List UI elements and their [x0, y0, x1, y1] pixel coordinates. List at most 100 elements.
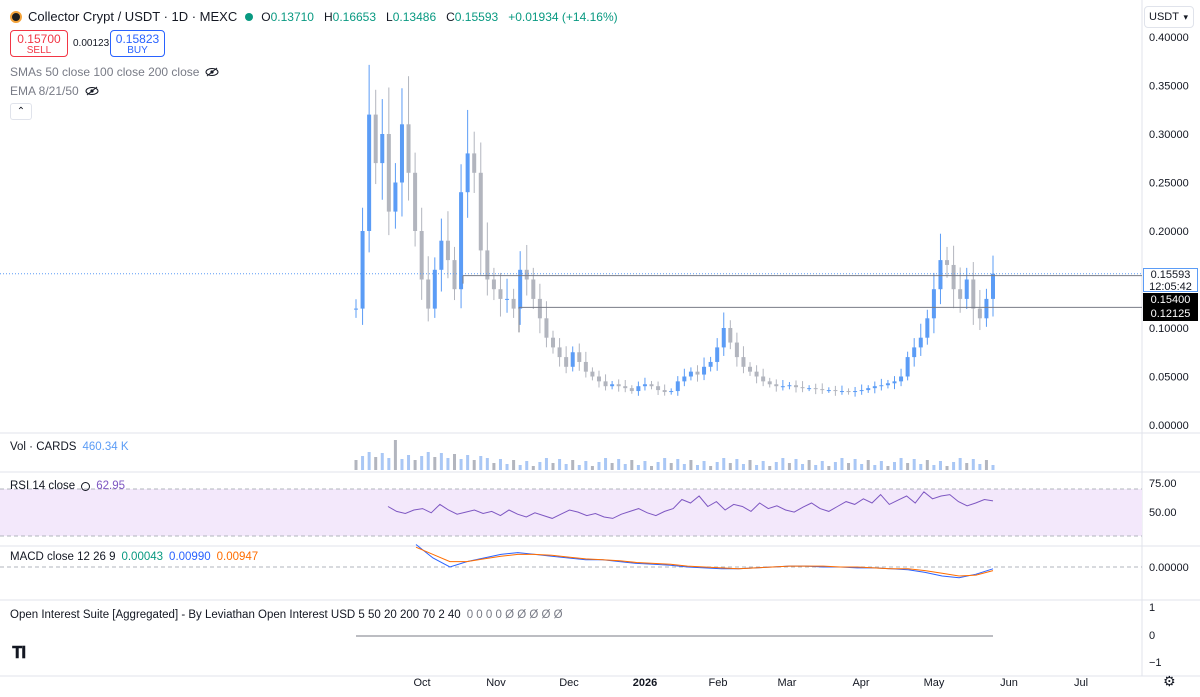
y-tick-label: 0.35000 — [1149, 81, 1189, 93]
volume-bar — [623, 464, 627, 470]
macd-pane-title[interactable]: MACD close 12 26 9 0.00043 0.00990 0.009… — [10, 551, 258, 563]
rsi-settings-icon[interactable] — [81, 481, 91, 491]
volume-bar — [932, 465, 936, 470]
volume-bar — [827, 466, 831, 470]
volume-bar — [735, 459, 739, 470]
volume-bar — [512, 460, 516, 470]
rsi-tick-label: 50.00 — [1149, 507, 1177, 519]
volume-bar — [650, 466, 654, 470]
candle-body — [426, 279, 431, 309]
open-value: 0.13710 — [270, 9, 314, 24]
sell-button[interactable]: 0.15700 SELL — [10, 30, 68, 57]
eye-hidden-icon[interactable] — [205, 67, 219, 77]
candle-body — [721, 328, 726, 348]
oi-pane-title[interactable]: Open Interest Suite [Aggregated] - By Le… — [10, 609, 563, 621]
eye-hidden-icon[interactable] — [85, 86, 99, 96]
rsi-pane-title[interactable]: RSI 14 close 62.95 — [10, 480, 125, 492]
volume-bar — [912, 459, 916, 470]
candle-body — [662, 390, 667, 393]
volume-bar — [689, 460, 693, 470]
low-label: L — [386, 9, 393, 24]
x-tick-label: Mar — [778, 677, 797, 689]
volume-bar — [584, 461, 588, 470]
sma-indicator[interactable]: SMAs 50 close 100 close 200 close — [10, 65, 219, 79]
candle-body — [761, 376, 766, 382]
volume-bar — [879, 461, 883, 470]
candle-body — [551, 337, 556, 348]
countdown: 12:05:42 — [1149, 281, 1192, 293]
volume-bar — [971, 459, 975, 470]
candle-body — [380, 134, 385, 164]
candle-body — [938, 260, 943, 290]
volume-bar — [814, 465, 818, 470]
ema-indicator[interactable]: EMA 8/21/50 — [10, 84, 99, 98]
candle-body — [859, 390, 864, 392]
volume-bar — [380, 453, 384, 470]
x-tick-label: Feb — [709, 677, 728, 689]
tradingview-logo[interactable]: 𝐓𝐈 — [12, 645, 26, 662]
candle-body — [682, 376, 687, 382]
candle-body — [912, 347, 917, 358]
candle-body — [675, 381, 680, 392]
volume-bar — [518, 465, 522, 470]
volume-bar — [354, 460, 358, 470]
level2-tag: 0.12125 — [1143, 307, 1198, 321]
oi-tick-label: 1 — [1149, 602, 1155, 614]
candle-body — [780, 386, 785, 388]
candle-body — [793, 385, 798, 388]
candle-body — [623, 386, 628, 389]
candle-body — [445, 240, 450, 261]
currency-select[interactable]: USDT ▾ — [1144, 6, 1194, 28]
oi-values: 0 0 0 0 Ø Ø Ø Ø Ø — [466, 609, 563, 621]
candle-body — [820, 389, 825, 391]
volume-bar — [446, 458, 450, 470]
candle-body — [629, 388, 634, 392]
volume-bar — [794, 459, 798, 470]
buy-button[interactable]: 0.15823 BUY — [110, 30, 165, 57]
symbol-title[interactable]: Collector Crypt / USDT · 1D · MEXC — [28, 9, 238, 24]
gear-icon[interactable]: ⚙ — [1163, 673, 1176, 689]
x-tick-label: Oct — [413, 677, 430, 689]
candle-body — [419, 231, 424, 280]
volume-bar — [945, 466, 949, 470]
candle-body — [715, 347, 720, 362]
macd-line — [415, 544, 994, 579]
candle-body — [754, 371, 759, 377]
volume-bar — [919, 464, 923, 470]
volume-bar — [984, 460, 988, 470]
volume-bar — [531, 466, 535, 470]
candle-body — [386, 134, 391, 212]
volume-bar — [702, 461, 706, 470]
y-tick-label: 0.00000 — [1149, 420, 1189, 432]
oi-title: Open Interest Suite [Aggregated] - By Le… — [10, 609, 461, 621]
volume-bar — [610, 463, 614, 470]
close-value: 0.15593 — [454, 9, 499, 24]
x-tick-label: Dec — [559, 677, 579, 689]
candle-body — [583, 361, 588, 372]
spread-value: 0.00123 — [73, 38, 110, 49]
volume-bar — [761, 461, 765, 470]
candle-body — [958, 289, 963, 299]
candle-body — [616, 384, 621, 387]
volume-bar — [367, 452, 371, 470]
candle-body — [498, 289, 503, 299]
oi-tick-label: −1 — [1149, 657, 1162, 669]
y-tick-label: 0.40000 — [1149, 32, 1189, 44]
buy-price: 0.15823 — [115, 32, 160, 46]
volume-pane-title[interactable]: Vol · CARDS 460.34 K — [10, 441, 129, 453]
volume-bar — [669, 463, 673, 470]
volume-bar — [433, 457, 437, 470]
candle-body — [833, 390, 838, 392]
volume-bar — [361, 456, 365, 470]
change-value: +0.01934 (+14.16%) — [508, 9, 618, 24]
volume-bar — [453, 454, 457, 470]
last-price: 0.15593 — [1150, 269, 1191, 281]
x-tick-label: 2026 — [633, 677, 657, 689]
buy-label: BUY — [127, 45, 148, 56]
x-tick-label: Nov — [486, 677, 506, 689]
x-tick-label: Apr — [852, 677, 869, 689]
volume-bar — [544, 458, 548, 470]
collapse-indicators-button[interactable]: ⌃ — [10, 103, 32, 120]
volume-bar — [663, 458, 667, 470]
